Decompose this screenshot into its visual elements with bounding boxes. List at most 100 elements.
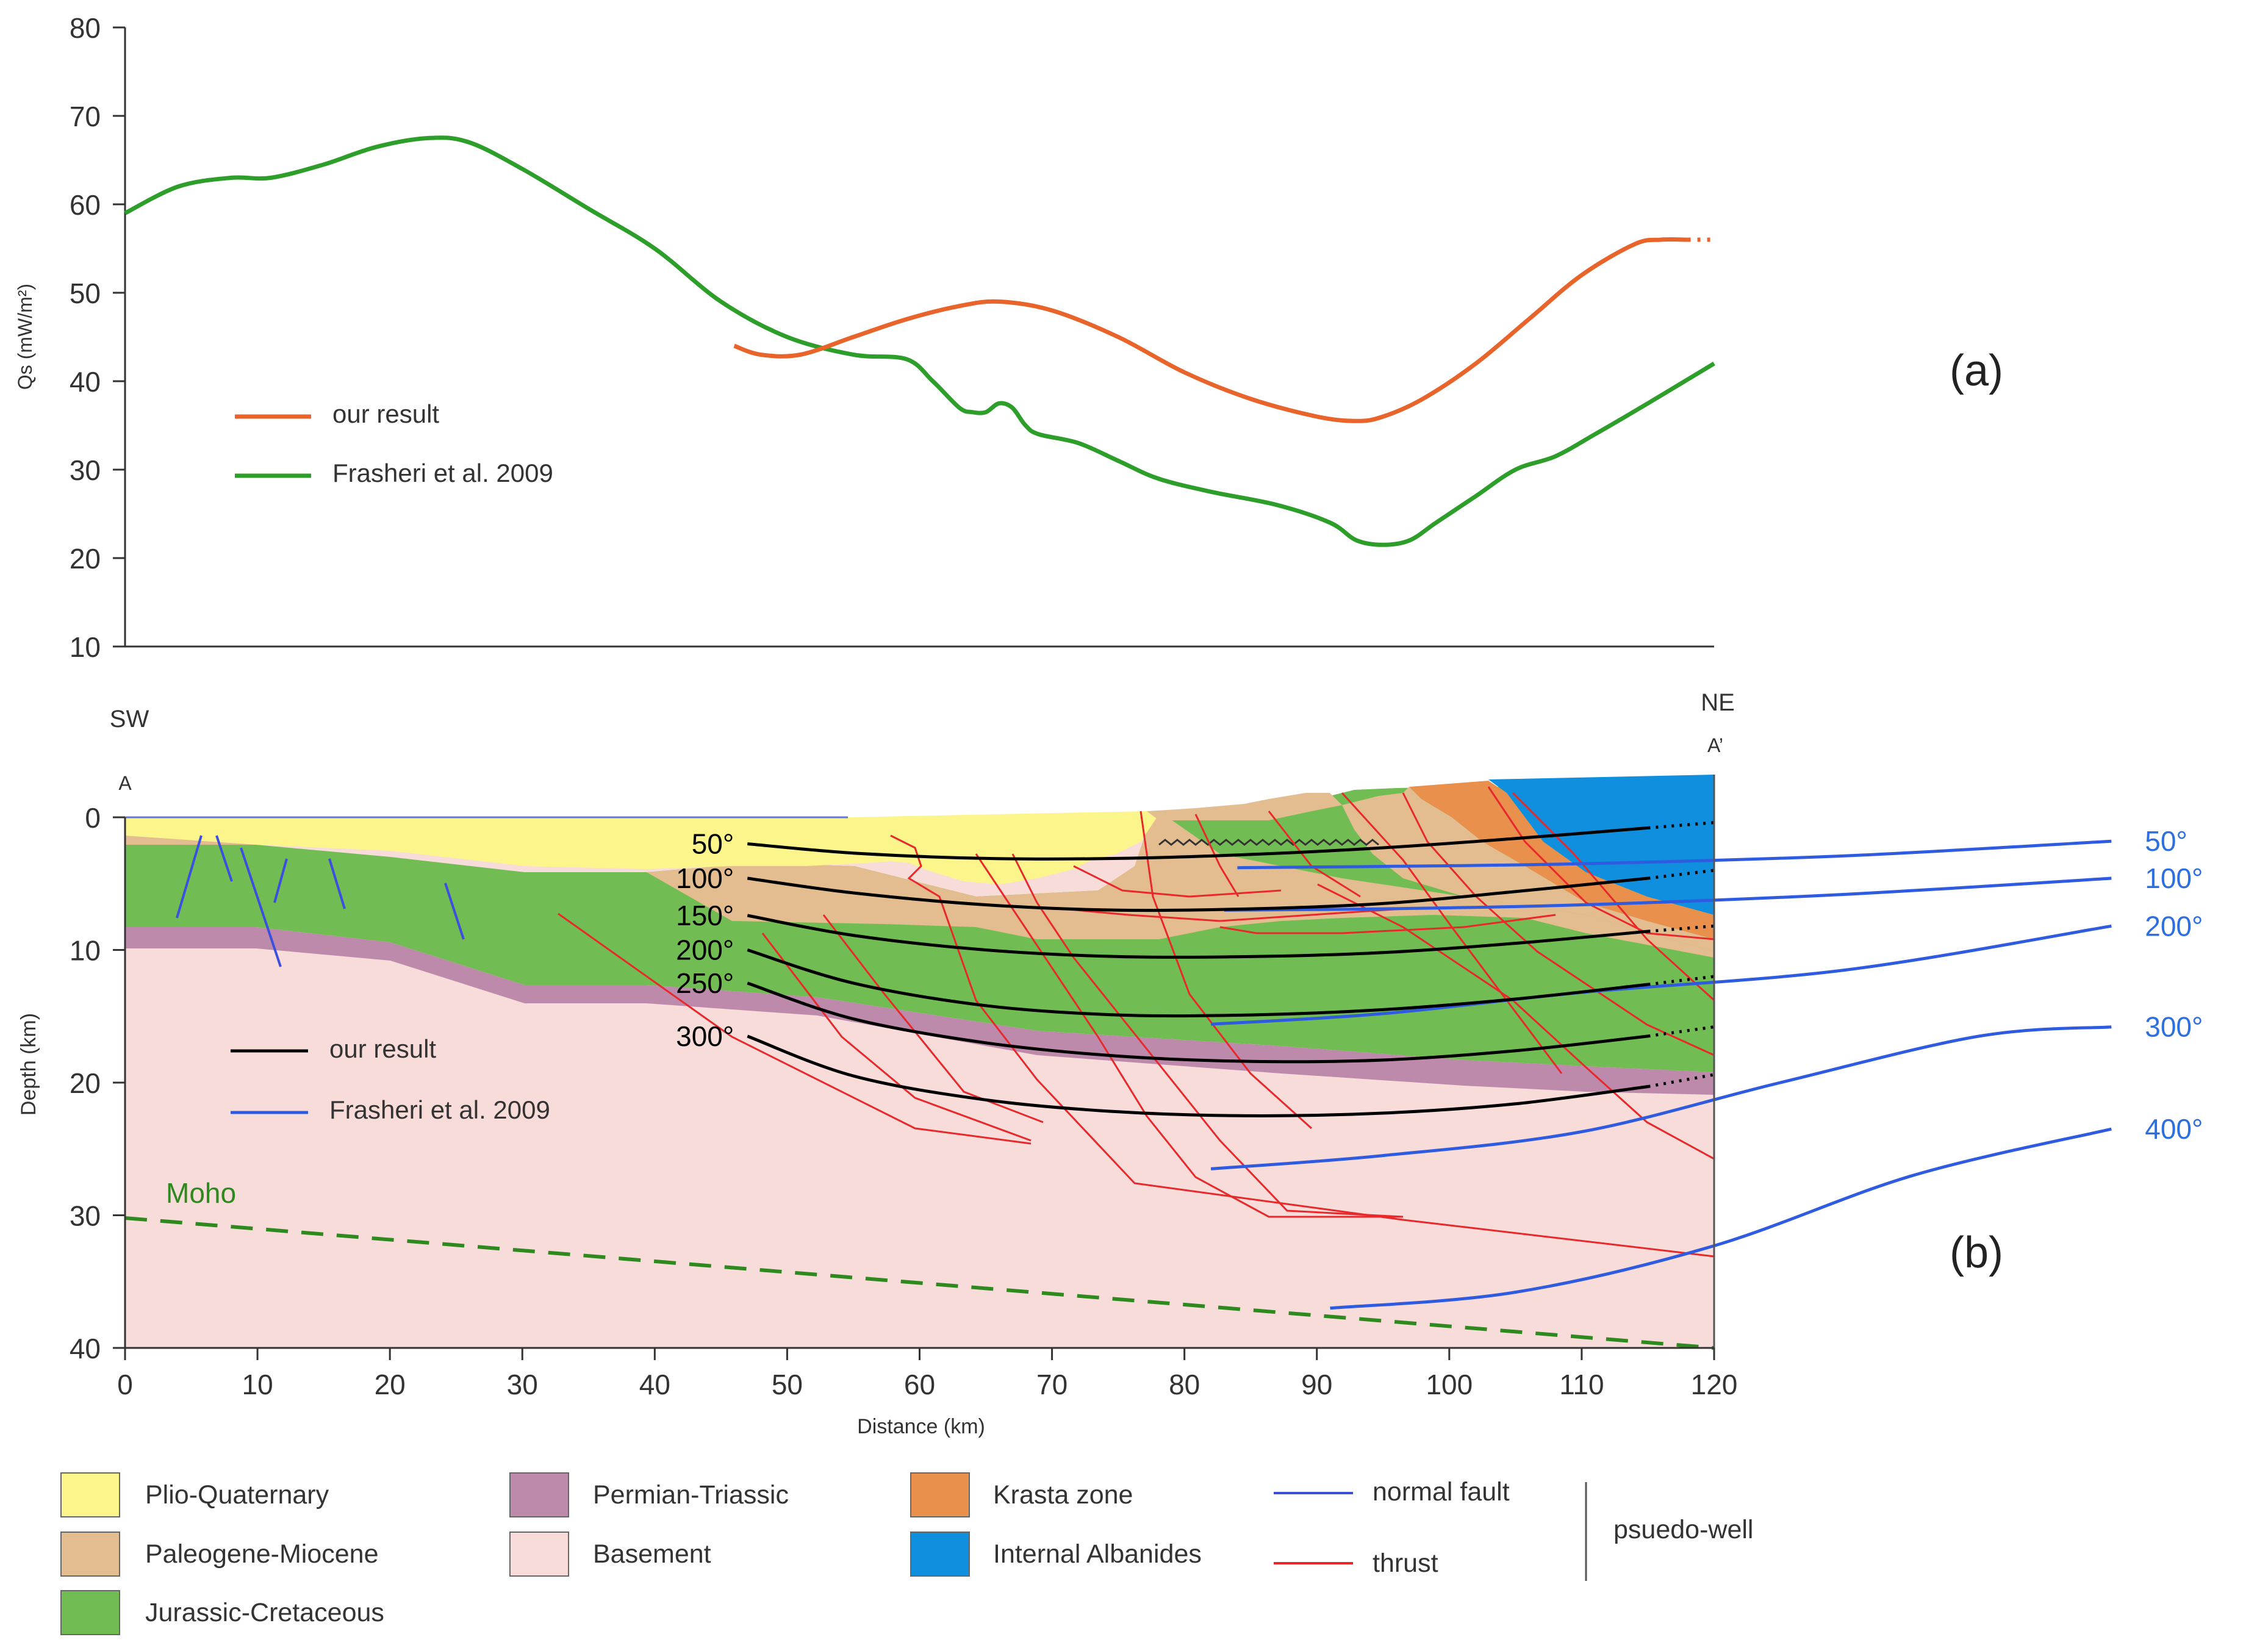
y-tick-label: 40 xyxy=(70,1333,101,1364)
our-isotherm-label: 100° xyxy=(676,862,734,894)
thrust xyxy=(1402,792,1715,1056)
moho-label: Moho xyxy=(166,1177,236,1209)
legend-label-jurassic-cretaceous: Jurassic-Cretaceous xyxy=(145,1598,384,1627)
thrust xyxy=(1219,914,1556,934)
y-tick-label: 30 xyxy=(70,1200,101,1232)
panel-b-x-label: Distance (km) xyxy=(857,1415,985,1438)
legend-swatch-jurassic-cretaceous xyxy=(60,1590,120,1635)
legend-frasheri-label-b: Frasheri et al. 2009 xyxy=(329,1095,550,1124)
y-tick-label: 10 xyxy=(70,631,101,663)
paleogene-top xyxy=(1342,787,1714,951)
thrust xyxy=(822,914,1044,1123)
a-label: A xyxy=(118,772,132,794)
legend-our-result-label-b: our result xyxy=(329,1034,436,1063)
krasta-zone-unit xyxy=(1409,781,1714,939)
panel-a: 10 20 30 40 50 60 70 80 Qs (mW/m²) our result F… xyxy=(14,12,2003,663)
frasheri-isotherm-label: 100° xyxy=(2145,862,2203,894)
legend-swatch-basement xyxy=(509,1532,569,1577)
our-isotherm-label: 150° xyxy=(676,900,734,931)
a-prime-label: A’ xyxy=(1707,734,1723,756)
normal-fault xyxy=(328,858,346,909)
y-tick-label: 10 xyxy=(70,935,101,967)
panel-b: 50°100°200°300°400° 50°100°150°200°250°3… xyxy=(17,689,2203,1438)
panel-a-y-label: Qs (mW/m²) xyxy=(14,284,36,390)
y-tick-label: 20 xyxy=(70,543,101,575)
thrust xyxy=(1194,814,1240,897)
legend-label-internal-albanides: Internal Albanides xyxy=(993,1539,1202,1569)
our-result-isotherms: 50°100° 150°200°250° 300° xyxy=(676,821,1715,1117)
y-tick-label: 20 xyxy=(70,1067,101,1099)
legend-label-normal-fault: normal fault xyxy=(1373,1477,1510,1506)
panel-a-y-ticks: 10 20 30 40 50 60 70 80 xyxy=(70,12,125,663)
normal-faults xyxy=(176,835,465,967)
legend-frasheri-label: Frasheri et al. 2009 xyxy=(332,459,553,487)
x-tick-label: 90 xyxy=(1301,1369,1332,1400)
frasheri-isotherm xyxy=(1210,1025,2112,1170)
y-tick-label: 40 xyxy=(70,366,101,398)
y-tick-label: 80 xyxy=(70,12,101,44)
our-isotherm-dotted-end xyxy=(1648,975,1715,986)
thrust xyxy=(1487,786,1715,940)
panel-a-label: (a) xyxy=(1950,346,2003,395)
x-tick-label: 60 xyxy=(904,1369,935,1400)
our-isotherm-dotted-end xyxy=(1648,924,1715,933)
our-isotherm-dotted-end xyxy=(1648,1025,1715,1038)
y-tick-label: 50 xyxy=(70,278,101,309)
legend-swatch-internal-albanides xyxy=(910,1532,970,1577)
frasheri-series-a xyxy=(124,135,1715,547)
legend-our-result-label: our result xyxy=(332,399,439,428)
paleogene-hills xyxy=(1147,793,1342,820)
normal-fault xyxy=(215,835,233,882)
our-isotherm xyxy=(747,948,1648,1018)
frasheri-isotherm xyxy=(1237,839,2112,870)
x-tick-label: 70 xyxy=(1036,1369,1068,1400)
x-tick-label: 50 xyxy=(772,1369,803,1400)
legend-label-paleogene-miocene: Paleogene-Miocene xyxy=(145,1539,379,1569)
y-tick-label: 60 xyxy=(70,189,101,221)
thrust xyxy=(558,912,1032,1145)
units-legend: Plio-Quaternary Paleogene-Miocene Jurass… xyxy=(60,1472,1753,1635)
legend-swatch-permian-triassic xyxy=(509,1472,569,1517)
x-tick-label: 40 xyxy=(639,1369,670,1400)
plio-quaternary-unit xyxy=(125,811,1159,884)
unconformity-wavy xyxy=(1158,839,1379,846)
x-tick-label: 100 xyxy=(1426,1369,1473,1400)
panel-a-legend: our result Frasheri et al. 2009 xyxy=(235,399,553,487)
legend-swatch-paleogene-miocene xyxy=(60,1532,120,1577)
legend-label-basement: Basement xyxy=(593,1539,711,1569)
our-isotherm-label: 200° xyxy=(676,934,734,966)
legend-swatch-plio-quaternary xyxy=(60,1472,120,1517)
legend-label-krasta-zone: Krasta zone xyxy=(993,1480,1133,1510)
x-tick-label: 110 xyxy=(1559,1369,1604,1400)
y-tick-label: 0 xyxy=(85,802,101,834)
our-isotherm xyxy=(747,826,1648,861)
normal-fault xyxy=(176,835,203,919)
our-isotherm xyxy=(747,876,1648,912)
thrust xyxy=(1139,811,1313,1130)
legend-label-psuedo-well: psuedo-well xyxy=(1613,1515,1753,1544)
x-tick-label: 120 xyxy=(1691,1369,1738,1400)
our-isotherm-label: 50° xyxy=(692,828,734,860)
thrust xyxy=(975,853,1403,1218)
frasheri-isotherm-label: 50° xyxy=(2145,825,2187,857)
our-isotherm-label: 250° xyxy=(676,967,734,999)
x-tick-label: 0 xyxy=(117,1369,133,1400)
moho-line xyxy=(124,1216,1715,1350)
sw-label: SW xyxy=(110,706,149,733)
normal-fault xyxy=(273,858,288,903)
panel-b-y-ticks: 0 10 20 30 40 xyxy=(70,802,125,1364)
legend-label-plio-quaternary: Plio-Quaternary xyxy=(145,1480,329,1510)
thrust xyxy=(1317,883,1715,1160)
frasheri-isotherm-label: 200° xyxy=(2145,910,2203,942)
panel-b-legend: our result Frasheri et al. 2009 xyxy=(231,1034,550,1124)
frasheri-isotherm-label: 400° xyxy=(2145,1113,2203,1145)
ne-label: NE xyxy=(1701,689,1735,716)
panel-b-y-label: Depth (km) xyxy=(17,1013,40,1116)
x-tick-label: 30 xyxy=(507,1369,538,1400)
frasheri-isotherm-label: 300° xyxy=(2145,1011,2203,1043)
our-isotherm xyxy=(747,1034,1648,1117)
x-tick-label: 20 xyxy=(375,1369,406,1400)
thrust xyxy=(1011,853,1404,1218)
our-isotherm-dotted-end xyxy=(1648,869,1715,880)
y-tick-label: 70 xyxy=(70,101,101,132)
